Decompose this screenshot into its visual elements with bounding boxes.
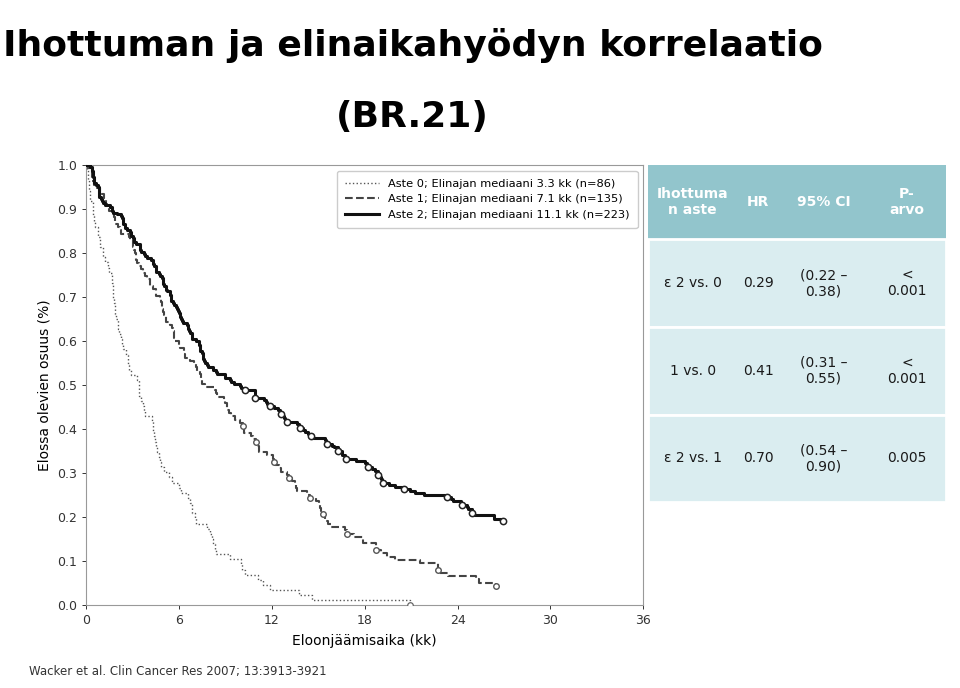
- X-axis label: Eloonjäämisaika (kk): Eloonjäämisaika (kk): [293, 634, 437, 648]
- Text: 0.41: 0.41: [743, 364, 774, 378]
- Text: (BR.21): (BR.21): [336, 100, 490, 133]
- Text: 0.29: 0.29: [743, 276, 774, 290]
- Text: Ihottuman ja elinaikahyödyn korrelaatio: Ihottuman ja elinaikahyödyn korrelaatio: [3, 28, 823, 63]
- Text: ε 2 vs. 0: ε 2 vs. 0: [663, 276, 722, 290]
- Legend: Aste 0; Elinajan mediaani 3.3 kk (n=86), Aste 1; Elinajan mediaani 7.1 kk (n=135: Aste 0; Elinajan mediaani 3.3 kk (n=86),…: [337, 171, 637, 228]
- Text: (0.54 –
0.90): (0.54 – 0.90): [800, 443, 848, 473]
- Text: (0.22 –
0.38): (0.22 – 0.38): [800, 268, 848, 298]
- Text: <
0.001: < 0.001: [887, 356, 926, 386]
- Y-axis label: Elossa olevien osuus (%): Elossa olevien osuus (%): [37, 299, 52, 471]
- Text: ε 2 vs. 1: ε 2 vs. 1: [663, 451, 722, 465]
- Text: Wacker et al. Clin Cancer Res 2007; 13:3913-3921: Wacker et al. Clin Cancer Res 2007; 13:3…: [29, 665, 326, 678]
- Text: 95% CI: 95% CI: [797, 195, 851, 209]
- Text: Ihottuma
n aste: Ihottuma n aste: [657, 187, 729, 217]
- Text: <
0.001: < 0.001: [887, 268, 926, 298]
- Text: HR: HR: [747, 195, 769, 209]
- Text: 0.70: 0.70: [743, 451, 774, 465]
- Text: (0.31 –
0.55): (0.31 – 0.55): [800, 356, 848, 386]
- Text: P-
arvo: P- arvo: [889, 187, 924, 217]
- Text: 1 vs. 0: 1 vs. 0: [669, 364, 716, 378]
- Text: 0.005: 0.005: [887, 451, 926, 465]
